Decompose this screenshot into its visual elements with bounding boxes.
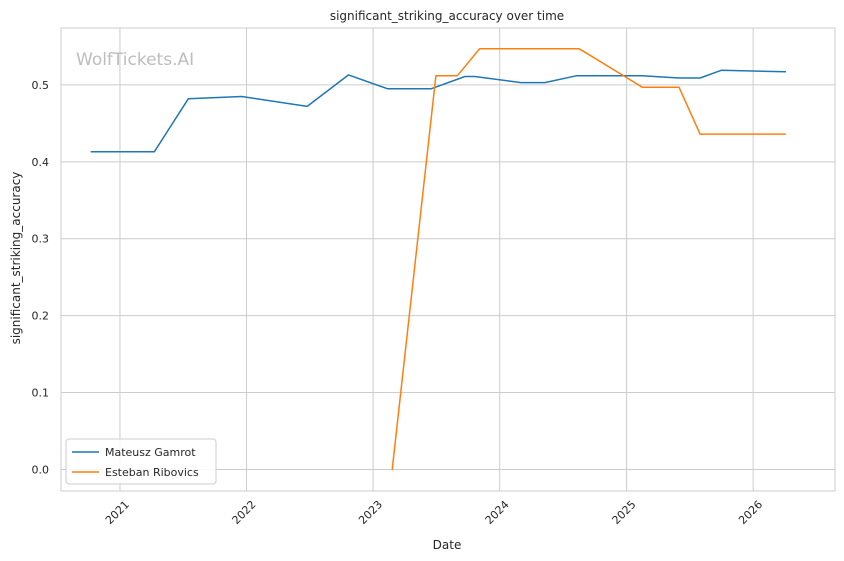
legend-label-mateusz-gamrot: Mateusz Gamrot xyxy=(105,446,196,459)
y-tick-label: 0.1 xyxy=(32,387,50,400)
y-tick-label: 0.5 xyxy=(32,79,50,92)
watermark: WolfTickets.AI xyxy=(76,50,194,70)
chart-title: significant_striking_accuracy over time xyxy=(330,9,564,23)
y-axis-label: significant_striking_accuracy xyxy=(9,172,23,345)
series-line-0 xyxy=(90,69,787,153)
y-tick-label: 0.0 xyxy=(32,463,50,476)
legend: Mateusz Gamrot Esteban Ribovics xyxy=(65,438,217,485)
y-axis-ticks: 0.0 0.1 0.2 0.3 0.4 0.5 xyxy=(32,79,50,477)
x-axis-label: Date xyxy=(433,538,462,552)
y-tick-label: 0.4 xyxy=(32,156,50,169)
plot-frame xyxy=(60,27,836,492)
legend-label-esteban-ribovics: Esteban Ribovics xyxy=(105,466,199,479)
plot-area xyxy=(61,28,835,491)
series-layer xyxy=(90,48,787,471)
y-tick-label: 0.3 xyxy=(32,233,50,246)
grid xyxy=(61,28,835,491)
y-tick-label: 0.2 xyxy=(32,310,50,323)
series-line-1 xyxy=(391,48,787,471)
legend-box xyxy=(65,438,217,485)
